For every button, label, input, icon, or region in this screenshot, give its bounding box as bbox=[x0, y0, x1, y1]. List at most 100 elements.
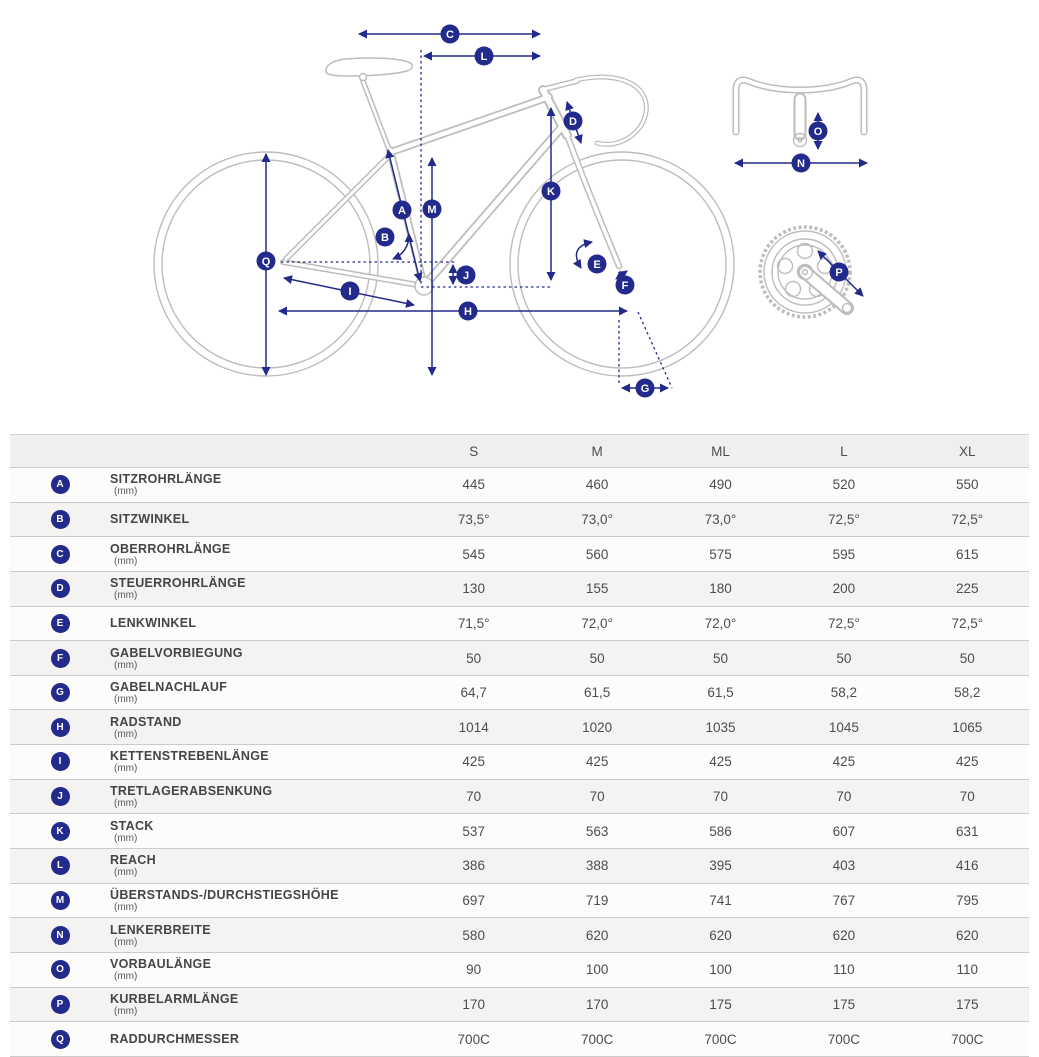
marker-j: J bbox=[456, 265, 476, 285]
column-header-l: L bbox=[840, 443, 848, 459]
row-label: LENKWINKEL bbox=[110, 616, 197, 631]
value-q-ml: 700C bbox=[704, 1031, 737, 1047]
value-o-s: 90 bbox=[466, 962, 482, 978]
value-e-ml: 72,0° bbox=[704, 615, 737, 631]
value-e-l: 72,5° bbox=[828, 615, 860, 631]
marker-c: C bbox=[440, 24, 460, 44]
value-a-l: 520 bbox=[832, 477, 856, 493]
row-label: REACH (mm) bbox=[110, 853, 412, 878]
row-badge-f: F bbox=[50, 648, 70, 668]
marker-i: I bbox=[340, 281, 360, 301]
row-badge-d: D bbox=[50, 579, 70, 599]
table-row-k: K STACK (mm) 537 563 586 607 631 bbox=[10, 814, 1029, 850]
svg-text:N: N bbox=[797, 158, 805, 170]
row-unit: (mm) bbox=[114, 971, 138, 983]
svg-text:B: B bbox=[381, 232, 389, 244]
svg-text:I: I bbox=[348, 286, 351, 298]
row-badge-j: J bbox=[50, 787, 70, 807]
marker-q: Q bbox=[256, 251, 276, 271]
value-a-s: 445 bbox=[462, 477, 485, 493]
value-l-ml: 395 bbox=[709, 858, 732, 874]
marker-k: K bbox=[541, 181, 561, 201]
table-row-q: Q RADDURCHMESSER 700C 700C 700C 700C 700C bbox=[10, 1022, 1029, 1057]
svg-text:P: P bbox=[835, 267, 842, 279]
row-badge-cell: Q bbox=[10, 1029, 110, 1049]
value-f-ml: 50 bbox=[712, 650, 728, 666]
svg-text:K: K bbox=[547, 186, 555, 198]
row-badge-c: C bbox=[50, 544, 70, 564]
row-unit: (mm) bbox=[114, 590, 138, 602]
value-q-m: 700C bbox=[580, 1031, 614, 1047]
value-p-m: 170 bbox=[585, 996, 609, 1012]
row-badge-cell: K bbox=[10, 821, 110, 841]
value-k-s: 537 bbox=[462, 823, 485, 839]
value-d-xl: 225 bbox=[956, 581, 979, 597]
table-row-c: C OBERROHRLÄNGE (mm) 545 560 575 595 615 bbox=[10, 537, 1029, 572]
row-badge-q: Q bbox=[50, 1029, 70, 1049]
value-q-s: 700C bbox=[457, 1031, 490, 1047]
diagram-markers: A B C D E F G H I J K L M N O P Q bbox=[256, 24, 849, 398]
dim-B-arc bbox=[392, 233, 414, 260]
row-badge-i: I bbox=[50, 752, 70, 772]
table-row-m: M ÜBERSTANDS-/DURCHSTIEGSHÖHE (mm) 697 719 74… bbox=[10, 883, 1029, 919]
marker-p: P bbox=[829, 262, 849, 282]
value-k-xl: 631 bbox=[956, 823, 979, 839]
value-q-xl: 700C bbox=[951, 1031, 984, 1047]
row-badge-a: A bbox=[50, 475, 70, 495]
marker-g: G bbox=[635, 378, 655, 398]
value-e-m: 72,0° bbox=[581, 615, 613, 631]
bike-geometry-diagram: A B C D E F G H I J K L M N O P Q bbox=[153, 24, 868, 398]
front-wheel bbox=[509, 151, 735, 377]
row-label: SITZWINKEL bbox=[110, 512, 190, 527]
value-i-s: 425 bbox=[462, 754, 485, 770]
value-b-xl: 72,5° bbox=[951, 511, 984, 527]
row-unit: (mm) bbox=[114, 694, 138, 706]
value-i-l: 425 bbox=[832, 754, 856, 770]
column-header-s: S bbox=[469, 443, 479, 459]
marker-l: L bbox=[474, 46, 494, 66]
value-p-xl: 175 bbox=[956, 996, 979, 1012]
table-row-d: D STEUERROHRLÄNGE (mm) 130 155 180 200 225 bbox=[10, 571, 1029, 607]
row-badge-n: N bbox=[50, 925, 70, 945]
row-badge-l: L bbox=[50, 856, 70, 876]
row-unit: (mm) bbox=[114, 867, 138, 879]
column-header-m: M bbox=[591, 443, 603, 459]
value-c-xl: 615 bbox=[956, 546, 979, 562]
row-unit: (mm) bbox=[114, 486, 138, 498]
row-badge-g: G bbox=[50, 683, 70, 703]
value-j-s: 70 bbox=[466, 789, 482, 805]
dim-F bbox=[615, 270, 628, 280]
marker-o: O bbox=[808, 121, 828, 141]
value-h-m: 1020 bbox=[582, 719, 613, 735]
table-row-l: L REACH (mm) 386 388 395 403 416 bbox=[10, 849, 1029, 884]
value-o-l: 110 bbox=[833, 962, 855, 978]
value-o-ml: 100 bbox=[709, 962, 732, 978]
value-m-xl: 795 bbox=[956, 893, 979, 908]
svg-text:F: F bbox=[622, 280, 629, 292]
row-badge-o: O bbox=[50, 960, 70, 980]
row-label: LENKERBREITE (mm) bbox=[110, 923, 412, 948]
value-e-xl: 72,5° bbox=[951, 615, 984, 631]
marker-d: D bbox=[563, 111, 583, 131]
front-wheel-inner bbox=[517, 159, 727, 369]
marker-f: F bbox=[615, 275, 635, 295]
marker-b: B bbox=[375, 227, 395, 247]
row-badge-k: K bbox=[50, 821, 70, 841]
value-f-xl: 50 bbox=[959, 650, 975, 666]
bike-line-art bbox=[153, 57, 868, 377]
value-d-l: 200 bbox=[832, 581, 856, 597]
row-unit: (mm) bbox=[114, 798, 138, 810]
dim-E-arc bbox=[572, 239, 593, 269]
row-badge-cell: J bbox=[10, 787, 110, 807]
value-l-l: 403 bbox=[832, 858, 856, 874]
row-badge-cell: P bbox=[10, 994, 110, 1014]
value-n-m: 620 bbox=[585, 927, 609, 943]
value-p-ml: 175 bbox=[709, 996, 732, 1012]
svg-text:J: J bbox=[463, 270, 469, 282]
row-label: RADDURCHMESSER bbox=[110, 1032, 240, 1047]
value-j-l: 70 bbox=[836, 789, 852, 805]
row-badge-m: M bbox=[50, 891, 70, 910]
svg-text:C: C bbox=[446, 29, 454, 41]
value-b-l: 72,5° bbox=[828, 511, 860, 527]
row-unit: (mm) bbox=[114, 902, 138, 913]
